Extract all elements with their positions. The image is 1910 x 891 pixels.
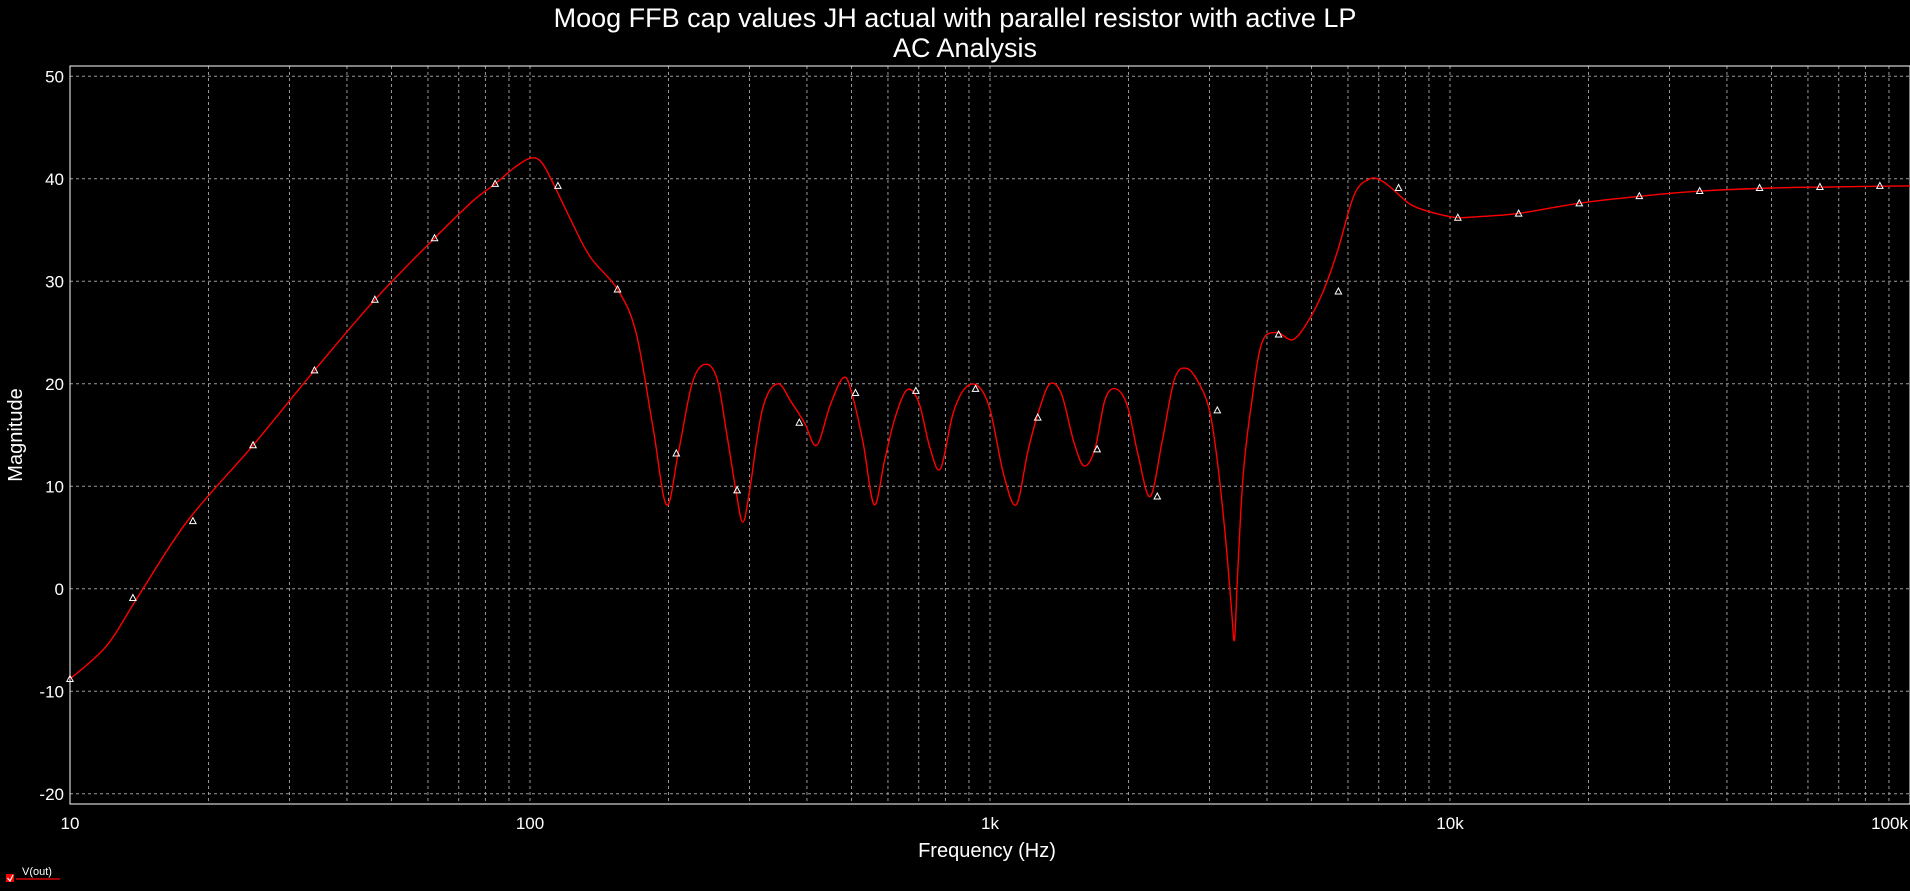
- checkmark-icon: [7, 874, 14, 883]
- y-tick-label: 50: [45, 67, 64, 86]
- data-marker: [491, 179, 500, 187]
- data-marker: [1815, 182, 1824, 190]
- data-marker: [1213, 405, 1222, 414]
- data-marker: [672, 448, 681, 457]
- data-marker: [733, 485, 742, 494]
- x-axis-label: Frequency (Hz): [918, 840, 1056, 862]
- data-marker: [430, 233, 439, 242]
- data-marker: [1575, 198, 1584, 207]
- data-marker: [310, 365, 319, 374]
- data-marker: [1635, 191, 1644, 200]
- data-marker: [1274, 329, 1283, 338]
- data-marker: [1453, 213, 1462, 221]
- series-line-vout: [69, 157, 1910, 680]
- y-tick-label: 20: [45, 375, 64, 394]
- data-marker: [128, 593, 137, 601]
- data-marker: [1875, 181, 1884, 189]
- data-marker: [1695, 186, 1704, 195]
- data-marker: [613, 284, 622, 293]
- y-tick-label: -20: [39, 785, 64, 804]
- data-marker: [370, 295, 379, 303]
- y-tick-label: 30: [45, 272, 64, 291]
- x-tick-label: 10k: [1436, 814, 1464, 833]
- y-tick-label: -10: [39, 682, 64, 701]
- x-tick-label: 1k: [981, 814, 999, 833]
- x-tick-label: 100k: [1871, 814, 1908, 833]
- data-marker: [795, 418, 804, 426]
- legend-label: V(out): [22, 866, 52, 878]
- data-marker: [249, 440, 258, 449]
- data-marker: [188, 516, 197, 525]
- chart-subtitle: AC Analysis: [893, 33, 1037, 63]
- data-marker: [851, 388, 860, 396]
- x-tick-label: 100: [516, 814, 544, 833]
- legend[interactable]: V(out): [6, 866, 60, 883]
- data-marker: [971, 384, 980, 392]
- chart-title: Moog FFB cap values JH actual with paral…: [554, 3, 1357, 33]
- x-tick-label: 10: [61, 814, 80, 833]
- series-markers: [65, 179, 1884, 682]
- legend-checkbox[interactable]: [6, 874, 14, 882]
- data-marker: [1093, 444, 1102, 453]
- data-marker: [65, 674, 75, 682]
- plot-area: [69, 65, 1910, 805]
- y-axis-label: Magnitude: [5, 388, 27, 481]
- y-tick-label: 40: [45, 170, 64, 189]
- y-tick-label: 0: [55, 580, 64, 599]
- data-marker: [1394, 183, 1403, 191]
- data-marker: [553, 181, 562, 189]
- data-marker: [1033, 413, 1042, 421]
- data-marker: [1334, 286, 1343, 295]
- data-marker: [1514, 209, 1523, 217]
- y-tick-label: 10: [45, 477, 64, 496]
- grid: [69, 66, 1910, 804]
- data-marker: [1153, 491, 1162, 500]
- data-marker: [1755, 183, 1764, 191]
- data-marker: [911, 386, 920, 394]
